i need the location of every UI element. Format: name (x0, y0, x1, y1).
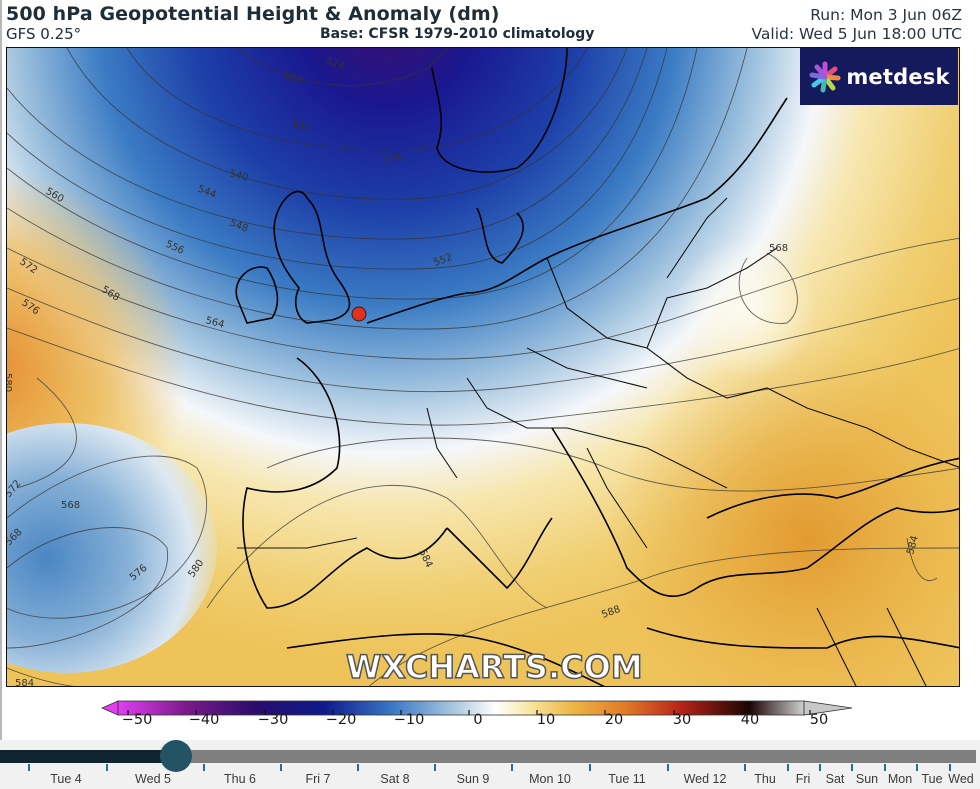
timeline-tick (280, 764, 282, 771)
colorbar-tick: −30 (257, 712, 289, 728)
timeline-day-mon[interactable]: Mon (887, 772, 913, 786)
metdesk-logo-text: metdesk (846, 64, 950, 89)
timeline-remaining-track[interactable] (178, 750, 976, 763)
colorbar-tick: −50 (121, 712, 153, 728)
timeline-tick (511, 764, 513, 771)
timeline-day-tue[interactable]: Tue (921, 772, 943, 786)
valid-time-label: Valid: Wed 5 Jun 18:00 UTC (751, 25, 962, 43)
timeline-tick (884, 764, 886, 771)
timeline-tick (357, 764, 359, 771)
timeline-tick (434, 764, 436, 771)
timeline-day-sun[interactable]: Sun (855, 772, 879, 786)
colorbar-tick: −40 (188, 712, 220, 728)
timeline-day-tue-11[interactable]: Tue 11 (608, 772, 646, 786)
timeline-day-fri[interactable]: Fri (795, 772, 811, 786)
timeline-day-fri-7[interactable]: Fri 7 (305, 772, 331, 786)
colorbar-tick: −20 (325, 712, 357, 728)
metdesk-star-icon (809, 61, 841, 92)
model-label: GFS 0.25° (6, 25, 82, 43)
run-time-label: Run: Mon 3 Jun 06Z (810, 6, 962, 24)
chart-title: 500 hPa Geopotential Height & Anomaly (d… (6, 3, 500, 25)
svg-text:580: 580 (7, 373, 13, 392)
timeline-tick (949, 764, 951, 771)
timeline-day-thu-6[interactable]: Thu 6 (224, 772, 256, 786)
anomaly-colorbar (101, 700, 853, 716)
timeline-tick (787, 764, 789, 771)
svg-text:540: 540 (228, 168, 249, 184)
timeline-day-sat-8[interactable]: Sat 8 (380, 772, 410, 786)
contour-lines (7, 48, 959, 686)
timeline-day-wed[interactable]: Wed (948, 772, 974, 786)
anomaly-map[interactable]: 524 528 532 536 540 544 548 552 556 560 … (6, 47, 960, 687)
timeline-tick (667, 764, 669, 771)
climatology-base-label: Base: CFSR 1979-2010 climatology (320, 26, 595, 42)
forecast-timeline[interactable]: Tue 4 Wed 5 Thu 6 Fri 7 Sat 8 Sun 9 Mon … (0, 740, 980, 789)
svg-text:536: 536 (384, 152, 405, 166)
svg-text:568: 568 (61, 500, 80, 511)
colorbar-tick: 40 (740, 712, 760, 728)
timeline-tick (28, 764, 30, 771)
colorbar-tick: 0 (473, 712, 483, 728)
colorbar-tick-labels: −50 −40 −30 −20 −10 0 10 20 30 40 50 (0, 712, 980, 734)
svg-text:584: 584 (15, 678, 34, 687)
colorbar-tick: 30 (672, 712, 692, 728)
colorbar-tick: 10 (536, 712, 556, 728)
colorbar-tick: 50 (809, 712, 829, 728)
svg-text:532: 532 (290, 118, 311, 134)
timeline-day-sun-9[interactable]: Sun 9 (456, 772, 490, 786)
timeline-tick (744, 764, 746, 771)
timeline-elapsed-track[interactable] (0, 750, 178, 763)
svg-text:584: 584 (905, 534, 921, 555)
timeline-day-mon-10[interactable]: Mon 10 (529, 772, 571, 786)
timeline-tick (916, 764, 918, 771)
timeline-day-sat[interactable]: Sat (825, 772, 845, 786)
timeline-day-tue-4[interactable]: Tue 4 (50, 772, 82, 786)
svg-text:564: 564 (204, 315, 225, 331)
timeline-day-wed-12[interactable]: Wed 12 (683, 772, 727, 786)
timeline-day-thu[interactable]: Thu (754, 772, 776, 786)
timeline-tick (203, 764, 205, 771)
timeline-tick (589, 764, 591, 771)
timeline-day-wed-5[interactable]: Wed 5 (135, 772, 171, 786)
svg-text:568: 568 (769, 243, 788, 254)
page-left-border (0, 0, 2, 740)
country-borders (237, 197, 959, 686)
timeline-slider-handle[interactable] (160, 740, 192, 772)
location-marker-icon[interactable] (351, 306, 367, 322)
colorbar-tick: −10 (393, 712, 425, 728)
coastlines (235, 48, 959, 686)
timeline-tick (851, 764, 853, 771)
colorbar-tick: 20 (604, 712, 624, 728)
map-canvas: 524 528 532 536 540 544 548 552 556 560 … (7, 48, 959, 687)
wxcharts-watermark: WXCHARTS.COM (345, 647, 643, 687)
metdesk-logo: metdesk (800, 48, 958, 105)
timeline-tick (106, 764, 108, 771)
timeline-tick (819, 764, 821, 771)
